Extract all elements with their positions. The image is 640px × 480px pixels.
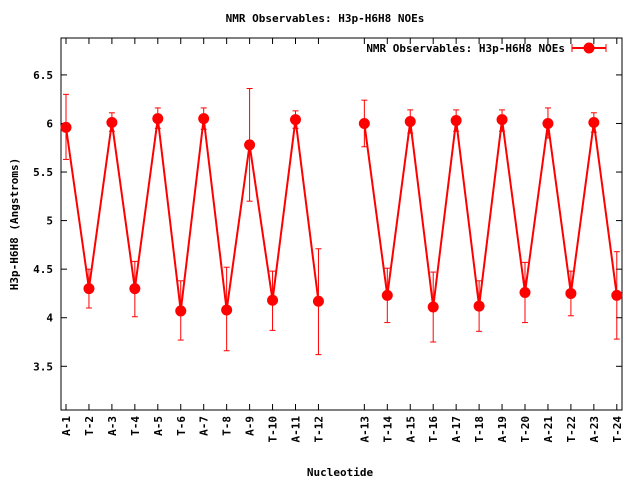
data-point [106, 117, 118, 129]
data-point [60, 121, 72, 133]
x-tick-label: T-24 [611, 416, 624, 443]
data-point [381, 289, 393, 301]
x-axis: A-1 T-2 A-3 T-4 A-5 T-6 A-7 T-8 A-9 T-10 A-11 T-12 A… [60, 38, 624, 443]
x-tick-label: A-19 [496, 416, 509, 443]
data-point [312, 295, 324, 307]
x-tick-label: T-20 [519, 416, 532, 443]
x-tick-label: T-12 [312, 416, 325, 443]
x-tick-label: T-4 [129, 416, 142, 436]
x-tick-label: A-11 [290, 416, 303, 443]
series-line [363, 119, 618, 308]
y-tick-label: 5.5 [33, 166, 53, 179]
data-point [129, 283, 141, 295]
data-point [427, 301, 439, 313]
y-axis: 3.5 4 4.5 5 5.5 6 6.5 [33, 69, 622, 373]
data-point [473, 300, 485, 312]
data-point [221, 304, 233, 316]
y-axis-label: H3p-H6H8 (Angstroms) [8, 158, 21, 290]
x-tick-label: T-14 [381, 416, 394, 443]
plot-frame [60, 37, 623, 411]
x-tick-label: T-10 [267, 416, 280, 443]
x-tick-label: A-17 [450, 416, 463, 443]
y-tick-label: 4 [46, 312, 53, 325]
data-point [542, 117, 554, 129]
x-tick-label: T-18 [473, 416, 486, 443]
x-axis-label: Nucleotide [307, 466, 374, 479]
data-point [290, 114, 301, 126]
data-point [565, 287, 577, 299]
series-layer [60, 88, 623, 356]
data-point [244, 139, 256, 151]
data-point [496, 114, 508, 126]
x-tick-label: A-7 [198, 416, 211, 436]
data-point [588, 117, 600, 129]
y-tick-label: 4.5 [33, 263, 53, 276]
x-tick-label: T-8 [221, 416, 234, 436]
x-tick-label: T-22 [565, 416, 578, 443]
x-tick-label: A-23 [588, 416, 601, 443]
x-tick-label: A-9 [244, 416, 257, 436]
legend: NMR Observables: H3p-H6H8 NOEs [366, 42, 607, 55]
x-tick-label: A-21 [542, 416, 555, 443]
data-point [198, 113, 210, 125]
data-point [152, 113, 164, 125]
x-tick-label: T-2 [83, 416, 96, 436]
x-tick-label: A-13 [358, 416, 371, 443]
data-point [175, 305, 187, 317]
legend-label: NMR Observables: H3p-H6H8 NOEs [366, 42, 565, 55]
x-tick-label: T-6 [175, 416, 188, 436]
x-tick-label: A-5 [152, 416, 165, 436]
y-tick-label: 3.5 [33, 360, 53, 373]
x-tick-label: T-16 [427, 416, 440, 443]
y-tick-label: 6 [46, 117, 53, 130]
legend-marker [583, 42, 595, 54]
data-point [450, 115, 462, 127]
data-point [404, 116, 416, 128]
series-line [65, 118, 320, 312]
y-tick-label: 6.5 [33, 69, 53, 82]
x-tick-label: A-3 [106, 416, 119, 436]
data-point [519, 286, 531, 298]
data-point [83, 283, 95, 295]
data-point [611, 289, 623, 301]
data-point [267, 294, 279, 306]
chart-title: NMR Observables: H3p-H6H8 NOEs [226, 12, 425, 25]
x-tick-label: A-15 [404, 416, 417, 443]
data-point [358, 117, 370, 129]
y-tick-label: 5 [46, 215, 53, 228]
x-tick-label: A-1 [60, 416, 73, 436]
